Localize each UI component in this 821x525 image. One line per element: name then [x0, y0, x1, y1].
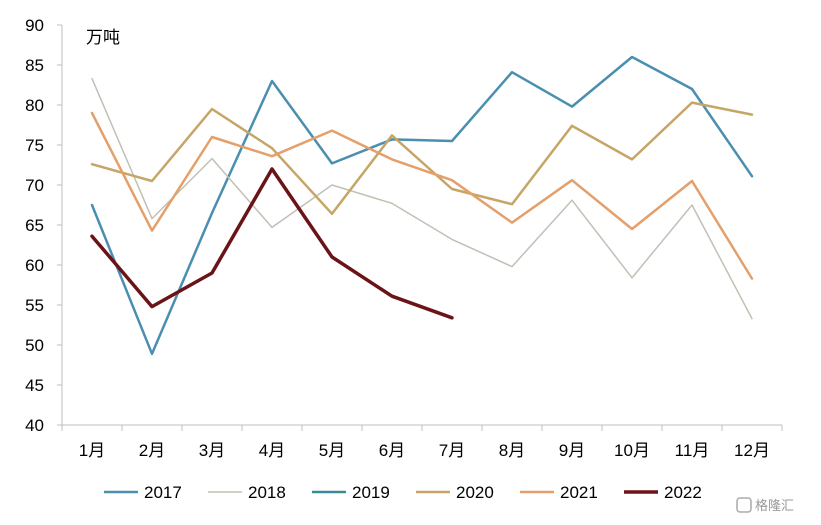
y-tick-label: 60 [25, 256, 44, 275]
x-tick-label: 1月 [79, 441, 105, 460]
axes: 40 45 50 55 60 65 70 75 80 85 90 1月 2月 3月 4月 5月 6月 7月 8月 9月… [25, 16, 783, 460]
legend-label-2018: 2018 [248, 483, 286, 502]
series-line-2021 [90, 111, 754, 280]
legend: 2017 2018 2019 2020 2021 2022 [104, 483, 702, 502]
legend-label-2021: 2021 [560, 483, 598, 502]
x-tick-label: 11月 [675, 441, 710, 460]
y-tick-label: 90 [25, 16, 44, 35]
y-tick-label: 50 [25, 336, 44, 355]
unit-label: 万吨 [86, 28, 120, 48]
series-lines [90, 55, 754, 356]
x-tick-label: 5月 [319, 441, 345, 460]
y-tick-label: 75 [25, 136, 44, 155]
x-tick-label: 9月 [559, 441, 585, 460]
series-line-2022 [90, 167, 454, 320]
x-tick-label: 7月 [439, 441, 465, 460]
legend-label-2022: 2022 [664, 483, 702, 502]
legend-label-2019: 2019 [352, 483, 390, 502]
series-line-2018 [91, 77, 753, 320]
watermark-text: 格隆汇 [755, 498, 794, 514]
series-line-2017 [90, 55, 754, 356]
x-tick-label: 3月 [199, 441, 225, 460]
x-tick-label: 10月 [614, 441, 650, 460]
series-line-2020 [90, 101, 754, 216]
x-tick-label: 12月 [734, 441, 770, 460]
legend-label-2020: 2020 [456, 483, 494, 502]
x-tick-label: 6月 [379, 441, 405, 460]
x-tick-label: 4月 [259, 441, 285, 460]
watermark: 格隆汇 [736, 497, 794, 514]
y-tick-label: 65 [25, 216, 44, 235]
y-tick-label: 85 [25, 56, 44, 75]
y-tick-label: 45 [25, 376, 44, 395]
y-tick-label: 40 [25, 416, 44, 435]
y-tick-label: 70 [25, 176, 44, 195]
x-tick-label: 2月 [139, 441, 165, 460]
x-tick-label: 8月 [499, 441, 525, 460]
y-tick-label: 80 [25, 96, 44, 115]
watermark-logo-icon [736, 497, 752, 513]
y-tick-label: 55 [25, 296, 44, 315]
legend-label-2017: 2017 [144, 483, 182, 502]
